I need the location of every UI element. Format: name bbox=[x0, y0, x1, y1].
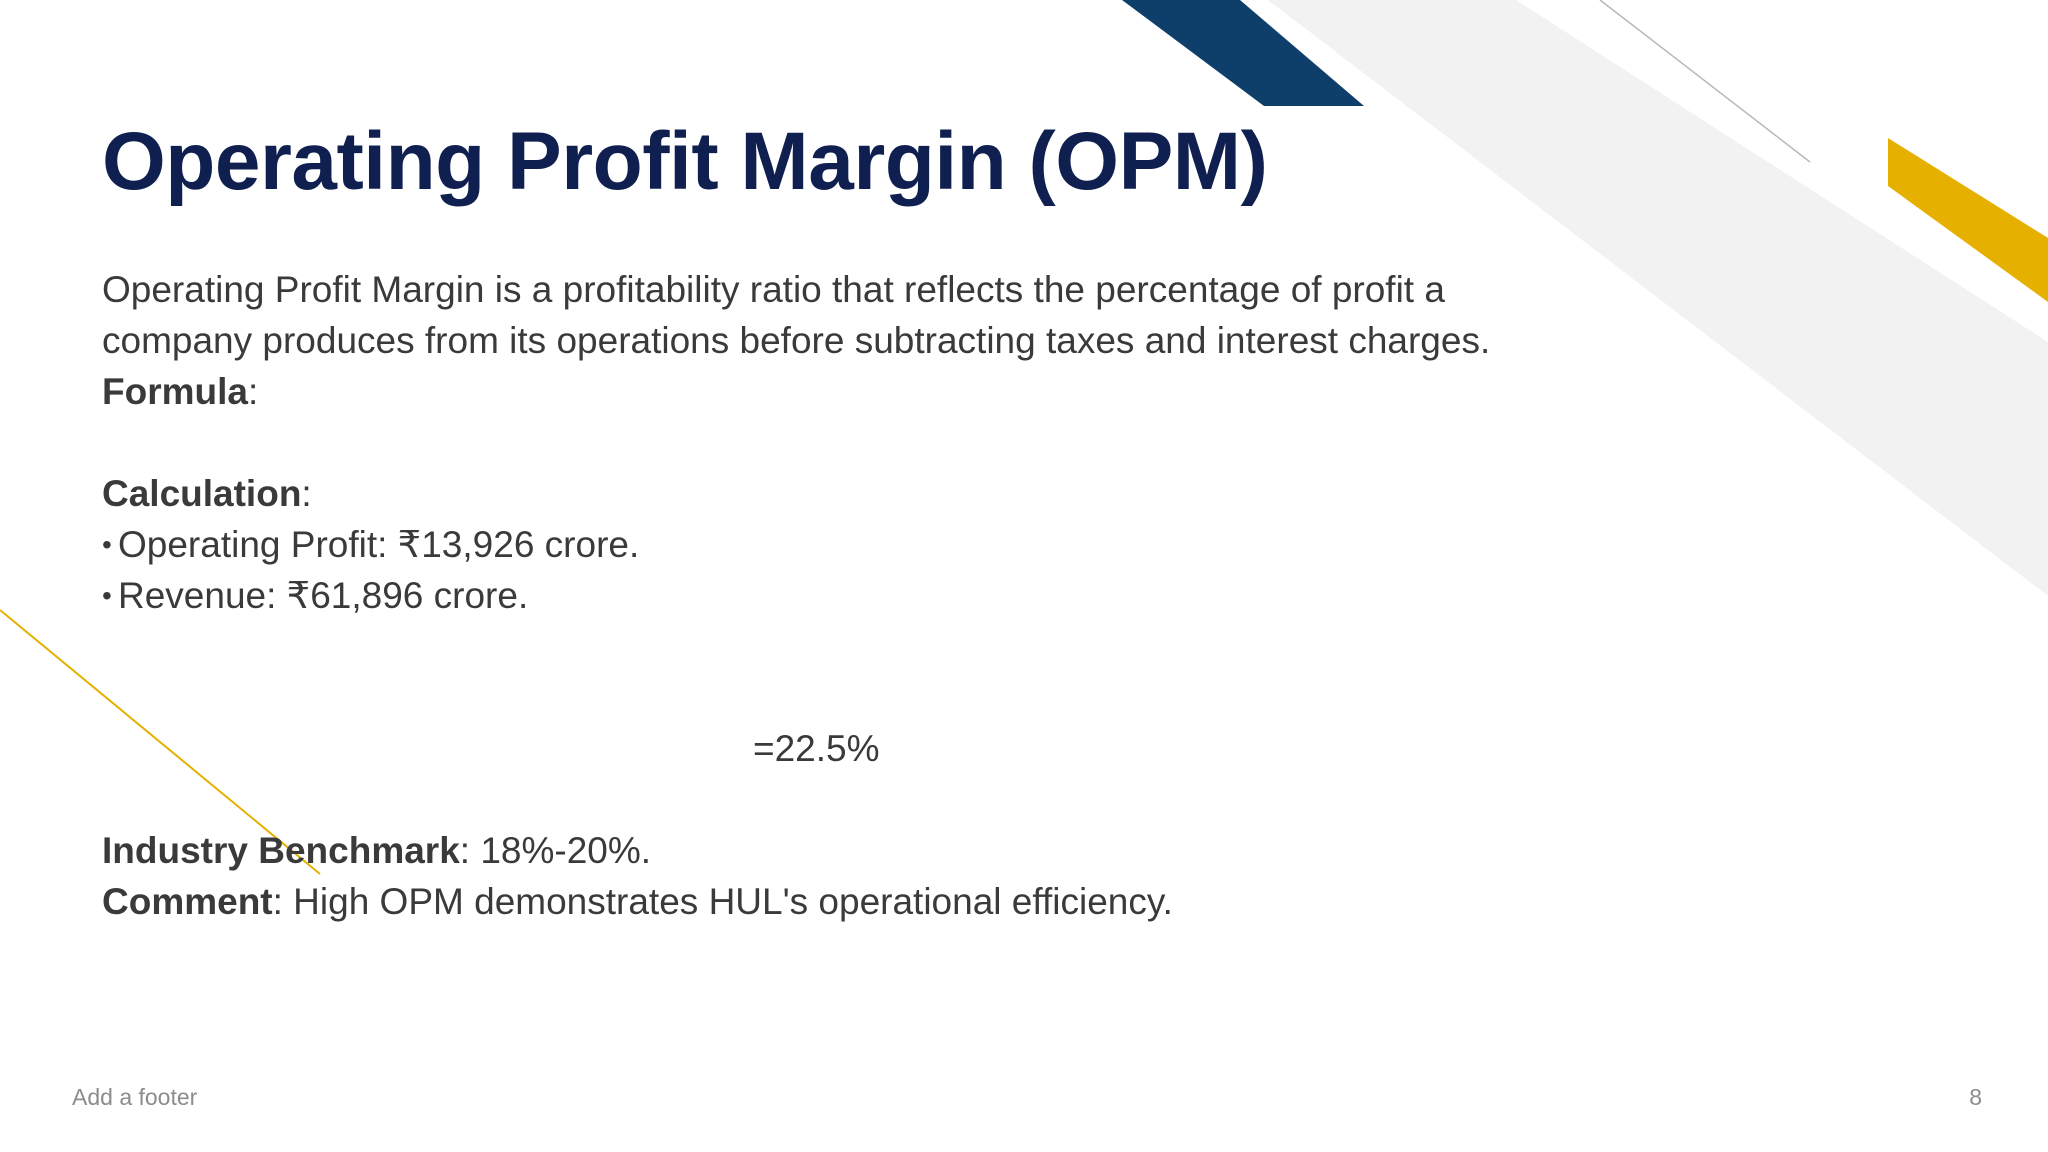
footer-text: Add a footer bbox=[72, 1084, 198, 1110]
bullet-icon: • bbox=[102, 529, 112, 560]
light-gray-diagonal-band bbox=[1268, 0, 2048, 596]
bullet-item-revenue: • Revenue: ₹61,896 crore. bbox=[102, 570, 1562, 621]
navy-diagonal-stripe bbox=[1122, 0, 1364, 106]
comment-label: Comment bbox=[102, 881, 273, 922]
thin-gray-diagonal-line bbox=[1599, 0, 1811, 163]
formula-label: Formula bbox=[102, 371, 248, 412]
page-number: 8 bbox=[1969, 1084, 1982, 1110]
formula-spacer bbox=[102, 417, 1562, 468]
formula-line: Formula: bbox=[102, 366, 1562, 417]
gold-diagonal-stripe bbox=[1888, 138, 2048, 302]
calculation-label: Calculation bbox=[102, 473, 302, 514]
slide-body: Operating Profit Margin is a profitabili… bbox=[102, 264, 1562, 927]
definition-paragraph: Operating Profit Margin is a profitabili… bbox=[102, 269, 1491, 361]
calculation-colon: : bbox=[301, 473, 312, 514]
comment-line: Comment: High OPM demonstrates HUL's ope… bbox=[102, 876, 1562, 927]
slide-title: Operating Profit Margin (OPM) bbox=[102, 116, 1268, 207]
thin-gold-diagonal-line bbox=[0, 609, 321, 875]
result-value: =22.5% bbox=[753, 728, 880, 769]
comment-value: : High OPM demonstrates HUL's operationa… bbox=[272, 881, 1173, 922]
bullet-item-operating-profit: • Operating Profit: ₹13,926 crore. bbox=[102, 519, 1562, 570]
bullet-icon: • bbox=[102, 580, 112, 611]
calculation-line: Calculation: bbox=[102, 468, 1562, 519]
bullet-text: Revenue: ₹61,896 crore. bbox=[118, 575, 529, 616]
formula-colon: : bbox=[247, 371, 259, 412]
bullet-text: Operating Profit: ₹13,926 crore. bbox=[118, 524, 640, 565]
result-spacer bbox=[102, 774, 1562, 825]
calculation-spacer bbox=[102, 621, 1562, 723]
benchmark-line: Industry Benchmark: 18%-20%. bbox=[102, 825, 1562, 876]
benchmark-value: : 18%-20%. bbox=[459, 830, 652, 871]
benchmark-label: Industry Benchmark bbox=[102, 830, 460, 871]
